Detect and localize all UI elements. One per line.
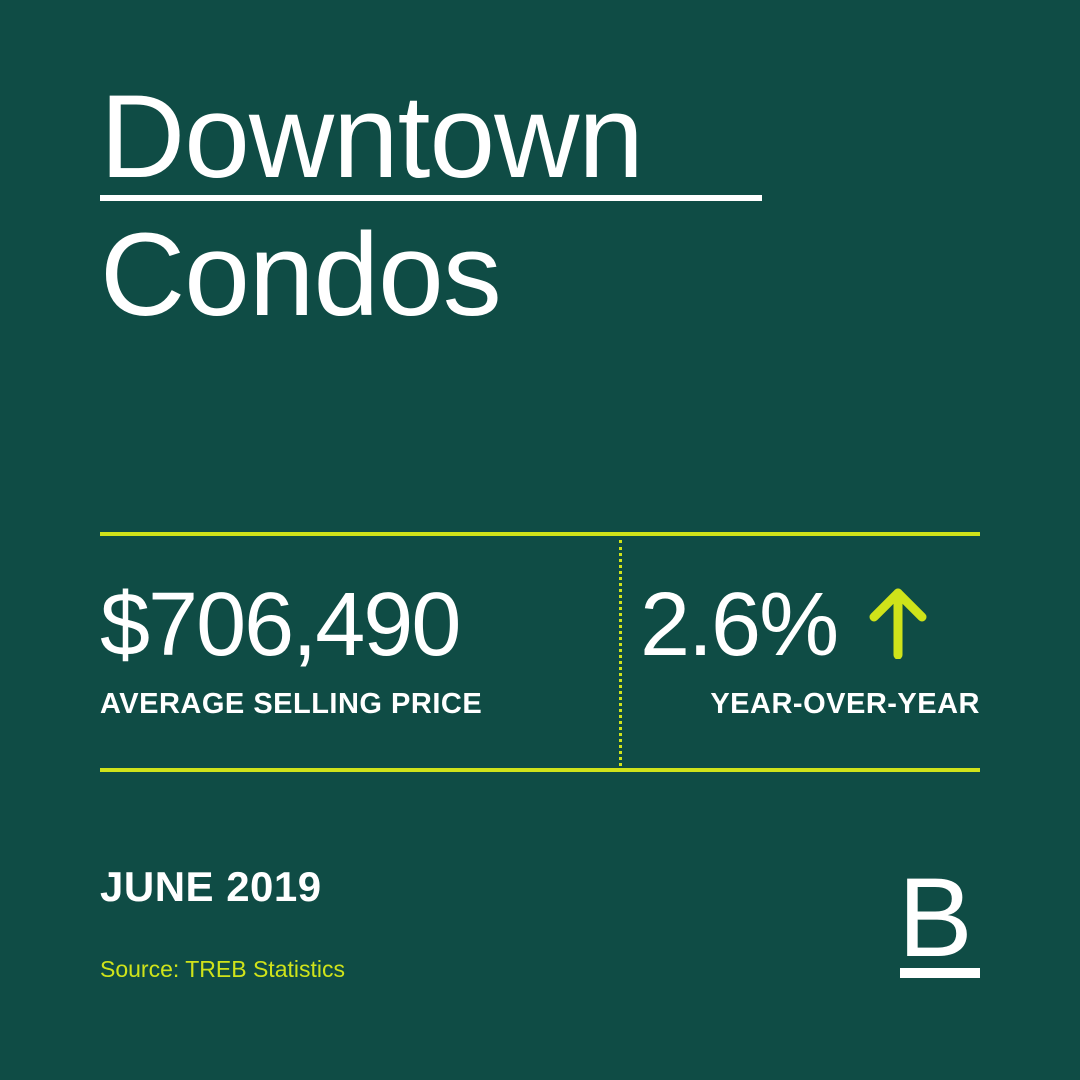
title-line-2: Condos — [100, 209, 502, 341]
brand-logo-icon: B — [898, 868, 980, 980]
arrow-up-icon — [869, 588, 927, 659]
title-line-1: Downtown — [100, 71, 644, 203]
top-rule — [100, 532, 980, 536]
average-price-label: AVERAGE SELLING PRICE — [100, 688, 483, 720]
svg-text:B: B — [898, 868, 973, 980]
yoy-change-label: YEAR-OVER-YEAR — [710, 688, 980, 720]
report-date: JUNE 2019 — [100, 863, 322, 910]
yoy-change-value: 2.6% — [640, 575, 839, 675]
average-price-value: $706,490 — [100, 575, 461, 675]
dotted-divider — [619, 540, 622, 766]
source-credit: Source: TREB Statistics — [100, 956, 345, 982]
bottom-rule — [100, 768, 980, 772]
title-underline — [100, 195, 762, 201]
